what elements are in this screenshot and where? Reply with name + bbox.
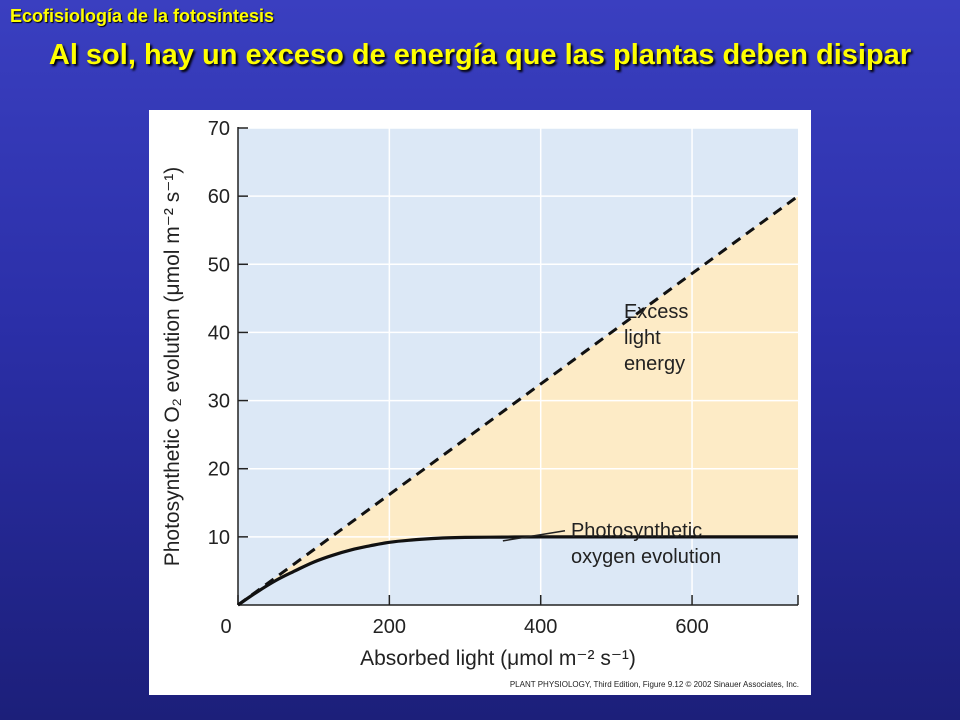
annotations: Excess light energy Photosynthetic oxygen ev… [502, 301, 721, 568]
chart-svg: 10 20 30 40 50 60 70 0 200 400 600 Excess light ene… [161, 118, 799, 670]
y-tick-label: 10 [208, 527, 230, 549]
y-tick-label: 30 [208, 391, 230, 413]
slide-section-label: Ecofisiología de la fotosíntesis [10, 6, 275, 26]
y-tick-label: 50 [208, 254, 230, 276]
y-tick-label: 60 [208, 186, 230, 208]
photosynthetic-label: oxygen evolution [571, 546, 721, 568]
y-tick-label: 20 [208, 459, 230, 481]
y-tick-label: 40 [208, 322, 230, 344]
photosynthetic-label: Photosynthetic [571, 520, 702, 542]
excess-energy-label: Excess [624, 301, 688, 323]
y-tick-label: 70 [208, 118, 230, 140]
figure-panel: 10 20 30 40 50 60 70 0 200 400 600 Excess light ene… [149, 110, 811, 695]
grid-lines [238, 127, 798, 605]
excess-energy-label: light [624, 327, 661, 349]
series-line-photosynthetic [237, 535, 798, 607]
x-tick-label: 400 [524, 616, 557, 638]
x-tick-label: 0 [220, 616, 231, 638]
y-axis: 10 20 30 40 50 60 70 [208, 118, 248, 605]
figure-credit: PLANT PHYSIOLOGY, Third Edition, Figure … [509, 680, 799, 689]
x-axis-label: Absorbed light (μmol m⁻² s⁻¹) [360, 647, 636, 670]
series-line-potential [237, 194, 799, 607]
annotation-pointer [502, 530, 566, 542]
y-axis-label: Photosynthetic O₂ evolution (μmol m⁻² s⁻… [161, 167, 184, 567]
slide-title: Al sol, hay un exceso de energía que las… [48, 39, 912, 71]
x-tick-label: 600 [675, 616, 708, 638]
x-tick-label: 200 [373, 616, 406, 638]
x-axis: 0 200 400 600 [220, 595, 799, 638]
excess-energy-label: energy [624, 353, 685, 375]
